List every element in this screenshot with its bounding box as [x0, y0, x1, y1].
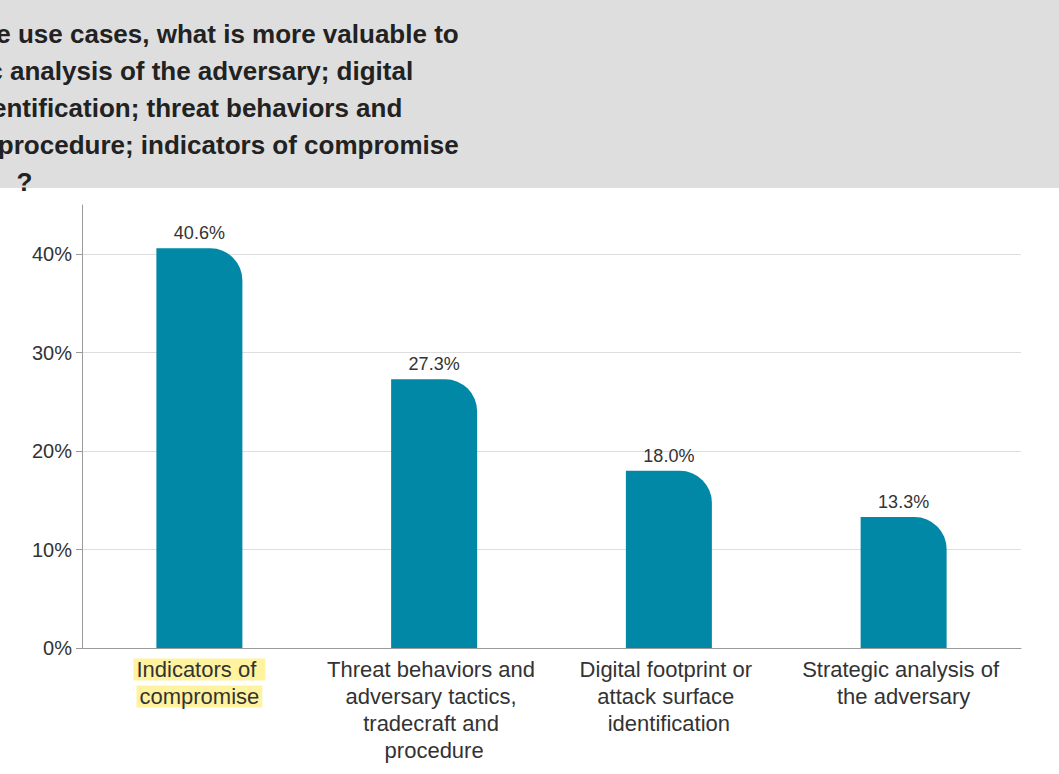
svg-text:adversary tactics, tradecraft: adversary tactics, tradecraft and proced… [0, 130, 459, 160]
svg-text:the adversary: the adversary [837, 684, 970, 709]
svg-text:identification: identification [608, 711, 730, 736]
svg-text:27.3%: 27.3% [409, 354, 460, 374]
svg-text:20%: 20% [32, 440, 72, 462]
svg-text:tradecraft and: tradecraft and [363, 711, 505, 736]
svg-text:attack surface: attack surface [597, 684, 740, 709]
svg-text:40.6%: 40.6% [174, 223, 225, 243]
svg-text:0%: 0% [43, 637, 72, 659]
svg-text:you in ranked order: strategic: you in ranked order: strategic analysis … [0, 56, 420, 86]
svg-text:13.3%: 13.3% [878, 492, 929, 512]
svg-text:Threat behaviors and: Threat behaviors and [327, 657, 541, 682]
svg-text:10%: 10% [32, 539, 72, 561]
svg-text:Digital footprint or: Digital footprint or [580, 657, 759, 682]
svg-text:30%: 30% [32, 342, 72, 364]
svg-text:40%: 40% [32, 243, 72, 265]
svg-text:18.0%: 18.0% [643, 446, 694, 466]
svg-text:compromise: compromise [139, 684, 259, 709]
svg-text:For threat detection and respo: For threat detection and response use ca… [0, 19, 459, 49]
svg-text:adversary tactics,: adversary tactics, [345, 684, 522, 709]
svg-text:?: ? [17, 167, 33, 197]
svg-text:Indicators of: Indicators of [136, 657, 262, 682]
svg-text:Strategic analysis of: Strategic analysis of [802, 657, 1005, 682]
svg-text:procedure: procedure [385, 738, 484, 763]
svg-text:footprint or attack surface id: footprint or attack surface identificati… [0, 93, 410, 123]
